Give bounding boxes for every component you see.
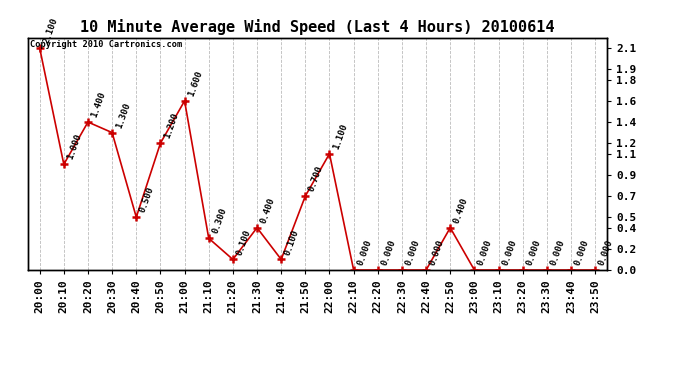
Text: 0.000: 0.000 [476, 238, 494, 267]
Text: 0.000: 0.000 [380, 238, 397, 267]
Text: 0.100: 0.100 [235, 228, 253, 256]
Text: 1.000: 1.000 [66, 133, 83, 161]
Text: 0.000: 0.000 [404, 238, 422, 267]
Text: 2.100: 2.100 [41, 16, 59, 45]
Text: 0.400: 0.400 [259, 196, 277, 225]
Text: 0.000: 0.000 [573, 238, 591, 267]
Text: 0.000: 0.000 [524, 238, 542, 267]
Text: 0.000: 0.000 [549, 238, 566, 267]
Text: 1.400: 1.400 [90, 90, 108, 119]
Text: 0.000: 0.000 [500, 238, 518, 267]
Text: 0.400: 0.400 [452, 196, 470, 225]
Text: 0.300: 0.300 [210, 207, 228, 235]
Text: 1.300: 1.300 [114, 101, 132, 129]
Text: 1.200: 1.200 [162, 112, 180, 140]
Text: 1.100: 1.100 [331, 122, 349, 151]
Text: 0.000: 0.000 [428, 238, 446, 267]
Text: 1.600: 1.600 [186, 69, 204, 98]
Text: 0.100: 0.100 [283, 228, 301, 256]
Text: 0.000: 0.000 [355, 238, 373, 267]
Title: 10 Minute Average Wind Speed (Last 4 Hours) 20100614: 10 Minute Average Wind Speed (Last 4 Hou… [80, 19, 555, 35]
Text: 0.500: 0.500 [138, 186, 156, 214]
Text: Copyright 2010 Cartronics.com: Copyright 2010 Cartronics.com [30, 40, 183, 49]
Text: 0.000: 0.000 [597, 238, 615, 267]
Text: 0.700: 0.700 [307, 165, 325, 193]
